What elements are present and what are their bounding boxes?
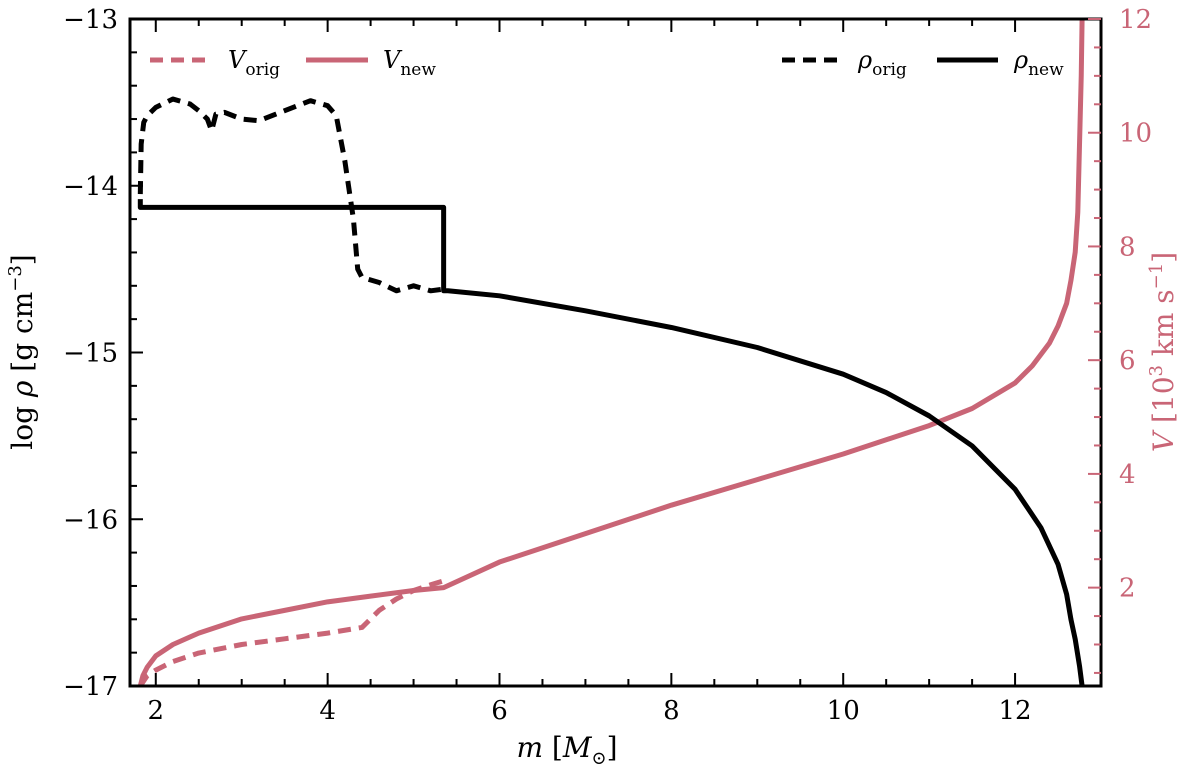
legend-label-rho-orig: ρorig xyxy=(857,46,907,80)
chart-marks xyxy=(137,18,1085,688)
x-tick-label: 10 xyxy=(827,696,860,726)
legend-label-rho-new: ρnew xyxy=(1013,46,1064,80)
y-right-axis-title: V [103 km s−1] xyxy=(1146,252,1180,452)
legend-velocity: Vorig Vnew xyxy=(150,46,436,80)
y-left-axis-title: log ρ [g cm−3] xyxy=(5,254,39,449)
series-line-rho-new xyxy=(137,199,1085,687)
x-tick-label: 6 xyxy=(491,696,508,726)
x-tick-label: 8 xyxy=(663,696,680,726)
y-right-tick-label: 4 xyxy=(1119,460,1136,490)
chart-axes: 2 4 6 8 10 12 −17 −16 −15 −14 −13 2 4 6 8 10 12 xyxy=(63,5,1152,726)
y-right-tick-label: 12 xyxy=(1119,5,1152,35)
x-tick-label: 12 xyxy=(999,696,1032,726)
y-left-tick-label: −17 xyxy=(63,672,118,702)
y-right-tick-label: 8 xyxy=(1119,232,1136,262)
y-left-tick-label: −14 xyxy=(63,172,118,202)
y-right-tick-label: 10 xyxy=(1119,119,1152,149)
x-axis-title: m [M⊙] xyxy=(516,731,617,769)
legend-label-v-new: Vnew xyxy=(383,46,436,80)
y-left-tick-label: −13 xyxy=(63,5,118,35)
x-tick-label: 2 xyxy=(148,696,165,726)
y-right-tick-label: 2 xyxy=(1119,574,1136,604)
y-right-tick-label: 6 xyxy=(1119,346,1136,376)
legend-label-v-orig: Vorig xyxy=(228,46,280,80)
x-tick-label: 4 xyxy=(319,696,336,726)
y-left-tick-label: −15 xyxy=(63,339,118,369)
series-line-rho-orig xyxy=(137,96,444,294)
plot-frame xyxy=(128,17,1103,688)
legend-density: ρorig ρnew xyxy=(782,46,1064,80)
series-line-v-orig xyxy=(138,578,445,688)
series-line-v-new xyxy=(137,18,1085,687)
y-left-tick-label: −16 xyxy=(63,505,118,535)
